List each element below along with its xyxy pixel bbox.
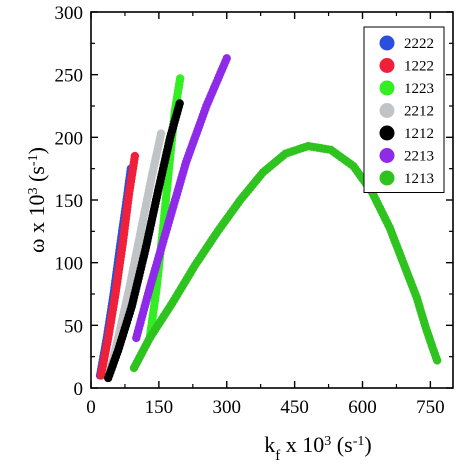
x-axis-title: kf x 103 (s-1)	[264, 432, 371, 464]
x-tick-label: 150	[145, 397, 174, 418]
data-point	[432, 356, 442, 365]
legend-box	[363, 26, 445, 193]
legend-marker	[379, 35, 395, 51]
legend-item: 1213	[379, 170, 434, 187]
y-tick-label: 100	[55, 254, 84, 275]
legend-item: 1222	[379, 58, 434, 75]
plot-area	[95, 54, 442, 383]
legend-item: 2222	[379, 35, 434, 52]
data-point	[130, 151, 140, 161]
x-tick-label: 750	[416, 397, 445, 418]
legend-label: 2212	[404, 104, 434, 120]
legend-label: 1222	[404, 59, 434, 75]
data-point	[175, 74, 185, 83]
x-tick-label: 0	[86, 397, 96, 418]
legend-label: 2222	[404, 36, 434, 52]
legend: 2222 1222 1223 2212 1212 2213 1213	[363, 26, 445, 193]
y-tick-label: 300	[55, 3, 84, 24]
y-tick-label: 0	[74, 379, 84, 400]
series-2213	[132, 54, 231, 343]
data-point	[222, 54, 231, 63]
y-tick-label: 150	[55, 191, 84, 212]
legend-item: 1223	[379, 80, 434, 97]
y-tick-label: 200	[55, 128, 84, 149]
y-tick-label: 250	[55, 66, 84, 87]
data-point	[175, 99, 184, 108]
legend-marker	[379, 170, 395, 186]
legend-marker	[379, 125, 395, 141]
x-tick-label: 600	[348, 397, 377, 418]
legend-item: 2212	[379, 103, 434, 120]
legend-item: 2213	[379, 148, 434, 165]
legend-marker	[379, 103, 395, 118]
x-tick-label: 300	[213, 397, 242, 418]
x-tick-label: 450	[280, 397, 309, 418]
series-1222	[96, 151, 140, 380]
legend-marker	[379, 80, 395, 96]
y-axis-title: ω x 103 (s-1)	[24, 147, 49, 253]
legend-marker	[379, 148, 395, 163]
series-1213	[129, 141, 442, 373]
y-tick-label: 50	[64, 316, 83, 337]
legend-label: 2213	[404, 149, 434, 165]
legend-label: 1223	[404, 81, 434, 97]
ticks: 0 150 300 450 600 750 0 50 100 150 200 250 300	[55, 3, 453, 418]
legend-marker	[379, 58, 395, 73]
legend-label: 1212	[404, 126, 434, 142]
series-1212	[103, 99, 184, 383]
legend-label: 1213	[404, 171, 434, 187]
legend-item: 1212	[379, 125, 434, 142]
data-point	[156, 129, 166, 138]
